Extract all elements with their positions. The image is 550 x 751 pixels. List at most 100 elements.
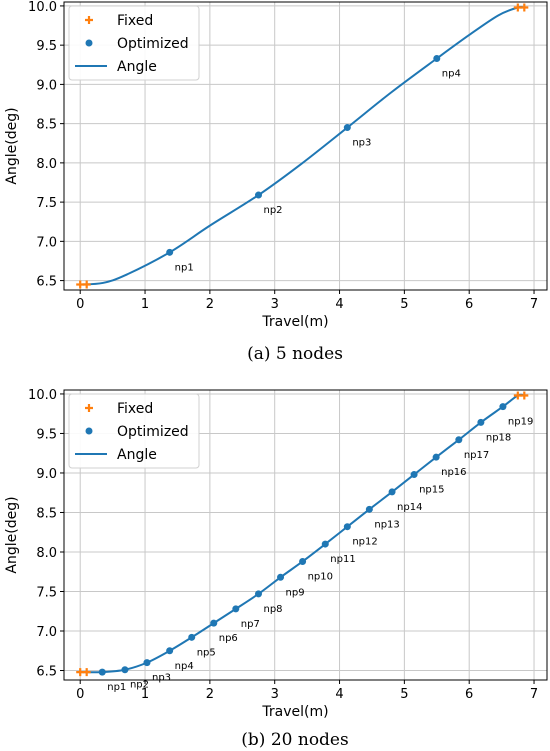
x-tick-label: 6 <box>465 297 473 312</box>
legend-label-optimized: Optimized <box>117 424 189 440</box>
fixed-point <box>82 280 91 289</box>
node-label: np9 <box>286 587 305 598</box>
node-label: np3 <box>152 673 171 684</box>
x-tick-label: 7 <box>530 297 538 312</box>
optimized-point <box>477 418 485 426</box>
node-label: np18 <box>486 432 511 443</box>
optimized-point <box>321 540 329 548</box>
node-label: np12 <box>352 537 377 548</box>
node-label: np2 <box>130 680 149 691</box>
optimized-point <box>121 666 129 674</box>
x-tick-label: 5 <box>400 687 408 702</box>
optimized-point <box>388 488 396 496</box>
node-label: np16 <box>441 467 466 478</box>
fixed-point <box>82 668 91 677</box>
optimized-point <box>343 523 351 531</box>
x-tick-label: 0 <box>76 687 84 702</box>
legend-label-angle: Angle <box>117 447 157 463</box>
optimized-point <box>410 471 418 479</box>
y-tick-label: 10.0 <box>28 0 57 15</box>
node-label: np13 <box>374 519 399 530</box>
optimized-point <box>143 659 151 667</box>
x-tick-label: 4 <box>335 297 343 312</box>
node-label: np11 <box>330 554 355 565</box>
optimized-point <box>499 403 507 411</box>
optimized-point <box>210 619 218 627</box>
node-label: np1 <box>107 682 126 693</box>
x-tick-label: 1 <box>141 297 149 312</box>
angle-series-line <box>80 393 525 674</box>
x-tick-label: 5 <box>400 297 408 312</box>
x-tick-label: 3 <box>271 687 279 702</box>
node-label: np8 <box>263 604 282 615</box>
optimized-point <box>188 633 196 641</box>
y-tick-label: 9.0 <box>36 78 57 93</box>
node-label: np5 <box>197 647 216 658</box>
legend-marker-optimized <box>85 427 93 435</box>
x-tick-label: 7 <box>530 687 538 702</box>
optimized-point <box>299 557 307 565</box>
y-tick-label: 9.5 <box>36 39 57 54</box>
y-tick-label: 8.5 <box>36 506 57 521</box>
axes-frame <box>63 389 548 681</box>
optimized-point <box>232 605 240 613</box>
legend-label-fixed: Fixed <box>117 401 153 417</box>
node-label: np14 <box>397 502 422 513</box>
x-tick-label: 1 <box>141 687 149 702</box>
legend-marker-fixed <box>85 404 93 412</box>
optimized-point <box>432 453 440 461</box>
y-tick-label: 7.0 <box>36 235 57 250</box>
y-axis-label: Angle(deg) <box>4 496 20 573</box>
legend-label-optimized: Optimized <box>117 36 189 52</box>
node-label: np6 <box>219 633 238 644</box>
y-tick-label: 6.5 <box>36 665 57 680</box>
x-tick-label: 3 <box>271 297 279 312</box>
y-tick-label: 9.5 <box>36 427 57 442</box>
optimized-point <box>343 124 351 132</box>
figure-caption: (a) 5 nodes <box>247 344 343 364</box>
chart-panel-b: 0 1 2 3 4 5 6 7 6.5 7.0 7.5 8.0 8.5 9.0 9.5 10.0 Travel(… <box>4 388 548 750</box>
legend-box <box>68 393 200 469</box>
node-label: np15 <box>419 485 444 496</box>
node-label: np3 <box>352 138 371 149</box>
legend-marker-fixed <box>85 16 93 24</box>
optimized-point <box>433 55 441 63</box>
y-tick-label: 7.5 <box>36 196 57 211</box>
node-label: np7 <box>241 619 260 630</box>
y-tick-label: 6.5 <box>36 275 57 290</box>
optimized-point <box>166 647 174 655</box>
legend-box <box>68 5 200 81</box>
x-axis-label: Travel(m) <box>261 314 328 330</box>
node-label: np1 <box>175 262 194 273</box>
x-tick-label: 6 <box>465 687 473 702</box>
node-label: np4 <box>442 69 461 80</box>
axes-frame <box>63 1 548 291</box>
chart-panel-a: 0 1 2 3 4 5 6 7 6.5 7.0 7.5 8.0 8.5 9.0 9.5 10.0 Travel(… <box>4 0 548 364</box>
fixed-point <box>520 3 529 12</box>
figure-caption: (b) 20 nodes <box>241 730 348 750</box>
angle-series-line <box>80 5 525 286</box>
y-axis-label: Angle(deg) <box>4 107 20 184</box>
optimized-point <box>254 191 262 199</box>
fixed-point <box>520 391 529 400</box>
x-tick-label: 2 <box>206 297 214 312</box>
y-tick-label: 8.5 <box>36 118 57 133</box>
legend-label-angle: Angle <box>117 59 157 75</box>
node-label: np17 <box>464 450 489 461</box>
y-tick-label: 8.0 <box>36 546 57 561</box>
optimized-point <box>98 668 106 676</box>
y-tick-label: 7.5 <box>36 585 57 600</box>
x-axis-label: Travel(m) <box>261 704 328 720</box>
x-tick-label: 4 <box>335 687 343 702</box>
x-tick-label: 0 <box>76 297 84 312</box>
optimized-point <box>277 573 285 581</box>
optimized-point <box>166 248 174 256</box>
y-tick-label: 10.0 <box>28 388 57 403</box>
y-tick-label: 7.0 <box>36 625 57 640</box>
x-tick-label: 2 <box>206 687 214 702</box>
node-label: np10 <box>308 571 333 582</box>
node-label: np19 <box>508 417 533 428</box>
optimized-point <box>455 436 463 444</box>
legend-label-fixed: Fixed <box>117 13 153 29</box>
